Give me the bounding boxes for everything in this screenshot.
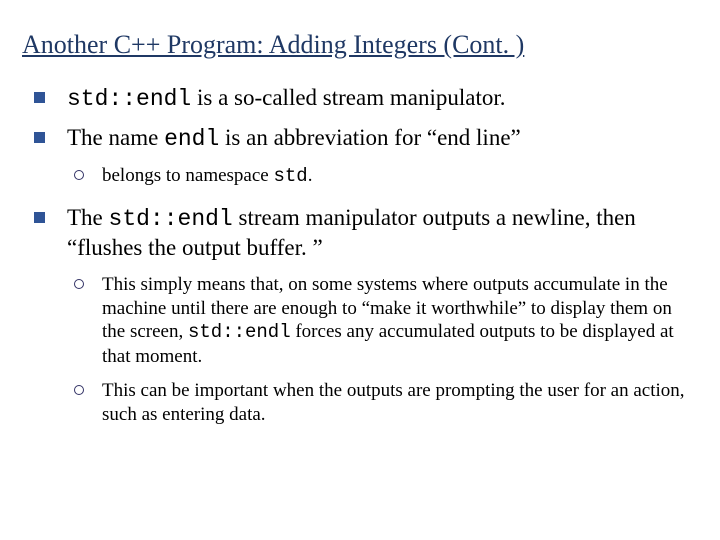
- slide-title: Another C++ Program: Adding Integers (Co…: [22, 30, 698, 60]
- text-run: The: [67, 205, 109, 230]
- list-item: std::endl is a so-called stream manipula…: [22, 84, 698, 114]
- list-item: This simply means that, on some systems …: [22, 273, 698, 369]
- circle-bullet-icon: [74, 279, 84, 289]
- list-item-text: The std::endl stream manipulator outputs…: [67, 204, 698, 263]
- list-item: This can be important when the outputs a…: [22, 379, 698, 427]
- text-run: is a so-called stream manipulator.: [191, 85, 505, 110]
- square-bullet-icon: [34, 132, 45, 143]
- code-run: endl: [164, 126, 219, 152]
- square-bullet-icon: [34, 92, 45, 103]
- list-item-text: This simply means that, on some systems …: [102, 273, 698, 369]
- circle-bullet-icon: [74, 385, 84, 395]
- text-run: belongs to namespace: [102, 165, 273, 186]
- list-item-text: std::endl is a so-called stream manipula…: [67, 84, 698, 114]
- code-run: std::endl: [67, 86, 191, 112]
- list-item-text: This can be important when the outputs a…: [102, 379, 698, 427]
- list-item: The name endl is an abbreviation for “en…: [22, 124, 698, 154]
- list-item: belongs to namespace std.: [22, 164, 698, 189]
- code-run: std::endl: [109, 206, 233, 232]
- text-run: The name: [67, 125, 164, 150]
- list-item-text: The name endl is an abbreviation for “en…: [67, 124, 698, 154]
- square-bullet-icon: [34, 212, 45, 223]
- text-run: This can be important when the outputs a…: [102, 380, 685, 425]
- code-run: std::endl: [188, 321, 291, 343]
- list-item: The std::endl stream manipulator outputs…: [22, 204, 698, 263]
- text-run: is an abbreviation for “end line”: [219, 125, 520, 150]
- code-run: std: [273, 165, 307, 187]
- text-run: .: [308, 165, 313, 186]
- circle-bullet-icon: [74, 170, 84, 180]
- bullet-list: std::endl is a so-called stream manipula…: [22, 84, 698, 426]
- list-item-text: belongs to namespace std.: [102, 164, 698, 189]
